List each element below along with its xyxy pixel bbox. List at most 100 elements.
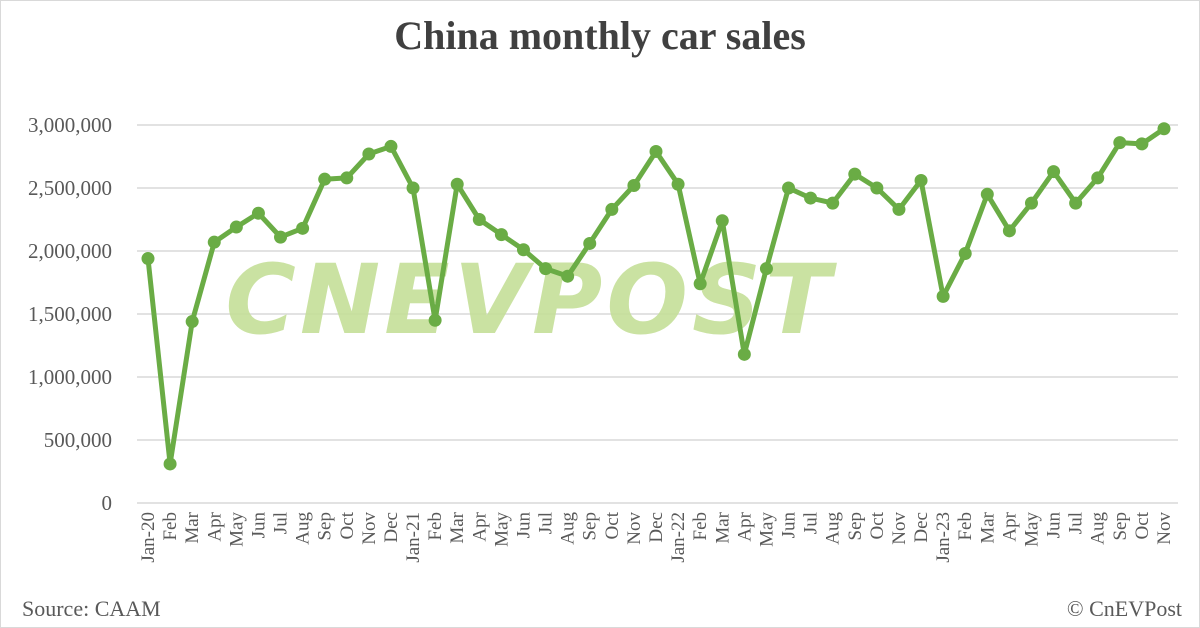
x-tick-label: Aug bbox=[1088, 512, 1109, 545]
x-tick-label: Sep bbox=[315, 512, 336, 541]
y-tick-label: 0 bbox=[102, 491, 113, 515]
data-point bbox=[671, 177, 685, 191]
x-tick-label: May bbox=[1021, 512, 1042, 547]
x-tick-label: Apr bbox=[469, 511, 490, 541]
data-point bbox=[340, 171, 354, 185]
x-tick-label: Oct bbox=[1132, 511, 1153, 539]
y-tick-label: 2,000,000 bbox=[28, 239, 112, 263]
data-point bbox=[914, 173, 928, 187]
data-point bbox=[892, 202, 906, 216]
x-tick-label: Apr bbox=[734, 511, 755, 541]
x-tick-label: Nov bbox=[889, 512, 910, 545]
x-tick-label: Aug bbox=[823, 512, 844, 545]
data-point bbox=[185, 315, 199, 329]
data-point bbox=[826, 196, 840, 210]
x-tick-label: May bbox=[491, 512, 512, 547]
x-tick-label: Jul bbox=[271, 512, 292, 534]
data-point bbox=[936, 289, 950, 303]
x-tick-label: Nov bbox=[359, 512, 380, 545]
data-point bbox=[782, 181, 796, 195]
data-point bbox=[848, 167, 862, 181]
data-point bbox=[384, 139, 398, 153]
x-tick-label: Feb bbox=[690, 512, 711, 541]
x-axis-labels: Jan-20 Feb Mar Apr May Jun Jul Aug Sep Oct Nov Dec J… bbox=[138, 511, 1175, 562]
x-tick-label: Jan-20 bbox=[138, 512, 159, 563]
x-tick-label: Oct bbox=[867, 511, 888, 539]
x-tick-label: Jun bbox=[248, 512, 269, 539]
x-tick-label: Sep bbox=[580, 512, 601, 541]
data-point bbox=[472, 213, 486, 226]
data-point bbox=[759, 262, 773, 276]
data-point bbox=[207, 235, 221, 249]
x-tick-label: May bbox=[226, 512, 247, 547]
data-point bbox=[627, 178, 641, 192]
x-tick-label: Dec bbox=[381, 512, 402, 543]
data-point bbox=[605, 202, 619, 216]
x-tick-label: Apr bbox=[204, 511, 225, 541]
data-point bbox=[362, 147, 376, 161]
x-tick-label: Aug bbox=[558, 512, 579, 545]
x-tick-label: Nov bbox=[1154, 512, 1175, 545]
data-point bbox=[163, 457, 177, 471]
data-point bbox=[141, 252, 155, 266]
x-tick-label: Sep bbox=[845, 512, 866, 541]
y-tick-label: 2,500,000 bbox=[28, 176, 112, 200]
data-point bbox=[1002, 224, 1016, 238]
x-tick-label: May bbox=[756, 512, 777, 547]
x-tick-label: Jan-21 bbox=[403, 512, 424, 563]
data-point bbox=[296, 221, 310, 235]
watermark: CNEVPOST bbox=[225, 244, 837, 356]
x-tick-label: Oct bbox=[337, 511, 358, 539]
x-tick-label: Jun bbox=[1044, 512, 1065, 539]
data-point bbox=[406, 181, 420, 195]
x-tick-label: Feb bbox=[955, 512, 976, 541]
x-tick-label: Mar bbox=[447, 511, 468, 543]
x-tick-label: Jan-22 bbox=[668, 512, 689, 563]
data-point bbox=[1157, 122, 1171, 136]
data-point bbox=[1047, 165, 1061, 179]
y-tick-label: 3,000,000 bbox=[28, 113, 112, 137]
y-tick-label: 1,000,000 bbox=[28, 365, 112, 389]
x-tick-label: Nov bbox=[624, 512, 645, 545]
data-point bbox=[1091, 171, 1105, 185]
y-tick-label: 1,500,000 bbox=[28, 302, 112, 326]
x-tick-label: Jul bbox=[1066, 512, 1087, 534]
data-point bbox=[1069, 196, 1083, 210]
data-point bbox=[494, 228, 508, 242]
data-point bbox=[715, 214, 729, 228]
x-tick-label: Jun bbox=[779, 512, 800, 539]
data-point bbox=[693, 277, 707, 291]
x-tick-label: Mar bbox=[182, 511, 203, 543]
data-point bbox=[539, 262, 553, 276]
x-tick-label: Jul bbox=[801, 512, 822, 534]
data-point bbox=[1024, 196, 1038, 210]
data-point bbox=[516, 243, 530, 257]
x-tick-label: Sep bbox=[1110, 512, 1131, 541]
x-tick-label: Feb bbox=[160, 512, 181, 541]
x-tick-label: Jun bbox=[513, 512, 534, 539]
x-tick-label: Mar bbox=[977, 511, 998, 543]
data-point bbox=[649, 144, 663, 158]
data-point bbox=[428, 313, 442, 327]
gridlines bbox=[137, 124, 1178, 504]
data-point bbox=[229, 220, 243, 234]
data-point bbox=[583, 236, 597, 250]
x-tick-label: Jul bbox=[536, 512, 557, 534]
data-point bbox=[1113, 136, 1127, 150]
data-point bbox=[1135, 137, 1149, 151]
chart-title: China monthly car sales bbox=[394, 13, 806, 58]
x-tick-label: Apr bbox=[999, 511, 1020, 541]
data-point bbox=[251, 206, 265, 220]
source-note: Source: CAAM bbox=[22, 596, 161, 621]
data-point bbox=[318, 172, 332, 186]
data-point bbox=[561, 269, 575, 283]
data-point bbox=[274, 230, 288, 244]
x-tick-label: Aug bbox=[293, 512, 314, 545]
x-tick-label: Feb bbox=[425, 512, 446, 541]
x-tick-label: Jan-23 bbox=[933, 512, 954, 563]
x-tick-label: Mar bbox=[712, 511, 733, 543]
x-tick-label: Dec bbox=[646, 512, 667, 543]
data-point bbox=[980, 187, 994, 201]
x-tick-label: Dec bbox=[911, 512, 932, 543]
